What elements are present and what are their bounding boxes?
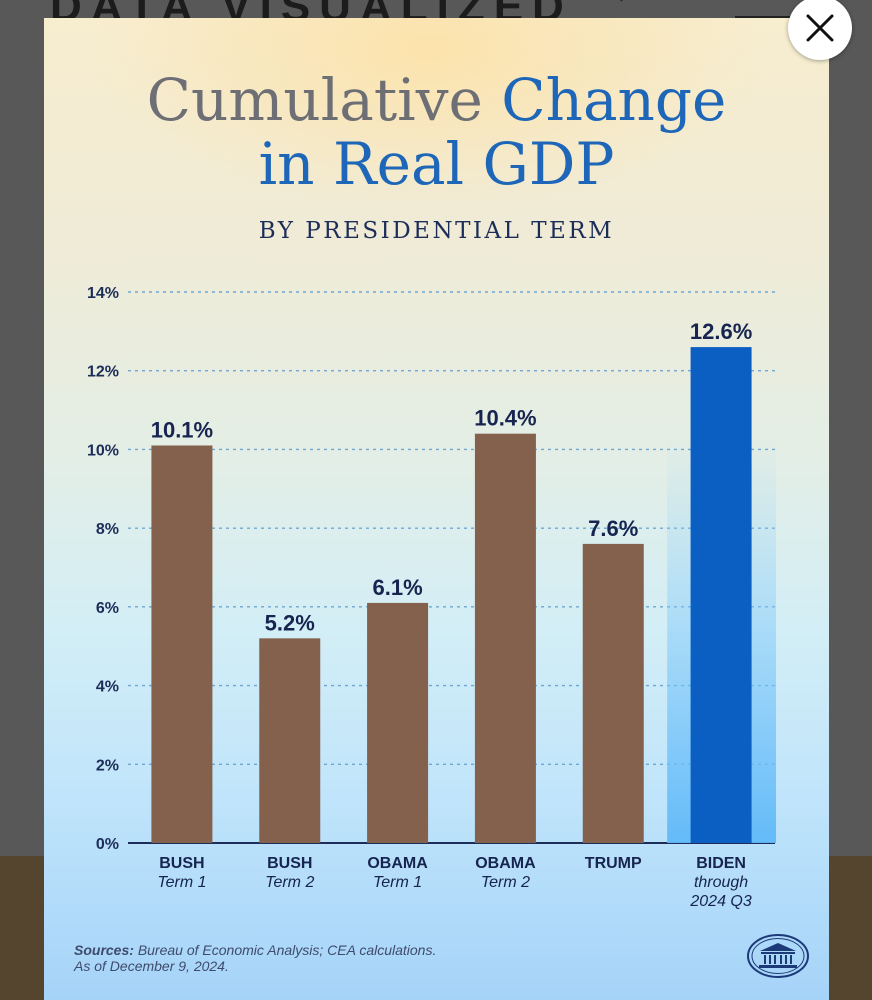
- chart-title: Cumulative Change in Real GDP: [44, 68, 829, 196]
- x-tick-sublabel: Term 2: [481, 874, 530, 891]
- x-tick-label: BUSH: [267, 855, 312, 872]
- infographic-card: Cumulative Change in Real GDP BY PRESIDE…: [44, 18, 829, 1000]
- bar: [690, 347, 752, 843]
- chart-title-word: Cumulative: [146, 66, 483, 134]
- close-button[interactable]: [788, 0, 852, 60]
- bar-chart: 0% 2% 4% 6% 8% 10% 12% 14% 10.1% BUSH Term 1 5.2% B…: [87, 285, 776, 910]
- as-of-date: As of December 9, 2024.: [74, 958, 229, 974]
- y-tick-label: 6%: [96, 600, 119, 617]
- y-tick-label: 4%: [96, 679, 119, 696]
- y-tick-label: 8%: [96, 521, 119, 538]
- data-label: 10.1%: [151, 417, 213, 442]
- sources-text: Bureau of Economic Analysis; CEA calcula…: [137, 942, 437, 958]
- bar: [259, 638, 321, 843]
- bar: [474, 433, 536, 843]
- y-tick-label: 10%: [87, 442, 119, 459]
- y-tick-label: 2%: [96, 757, 119, 774]
- data-label: 10.4%: [474, 406, 536, 431]
- data-label: 5.2%: [265, 610, 315, 635]
- x-tick-sublabel: Term 1: [373, 874, 422, 891]
- x-tick-sublabel: through: [694, 874, 748, 891]
- data-label: 12.6%: [690, 319, 752, 344]
- bar: [367, 602, 429, 843]
- chart-title-word: Change: [501, 66, 727, 134]
- x-tick-label: OBAMA: [475, 855, 536, 872]
- x-tick-sublabel: Term 1: [157, 874, 206, 891]
- x-tick-label: OBAMA: [367, 855, 428, 872]
- chart-title-line: in Real GDP: [258, 130, 615, 198]
- data-label: 6.1%: [373, 575, 423, 600]
- chart-subtitle: BY PRESIDENTIAL TERM: [258, 218, 615, 244]
- bar: [151, 445, 213, 843]
- y-tick-label: 0%: [96, 836, 119, 853]
- bar: [582, 543, 644, 843]
- background-decoration: [735, 16, 795, 18]
- sources-note: Sources: Bureau of Economic Analysis; CE…: [74, 942, 436, 974]
- close-icon: [806, 14, 834, 42]
- data-label: 7.6%: [588, 516, 638, 541]
- x-tick-sublabel: Term 2: [265, 874, 314, 891]
- x-tick-sublabel: 2024 Q3: [689, 893, 751, 910]
- white-house-seal-icon: [747, 934, 809, 978]
- y-tick-label: 14%: [87, 285, 119, 302]
- sources-label: Sources:: [74, 942, 134, 958]
- y-tick-label: 12%: [87, 364, 119, 381]
- x-tick-label: TRUMP: [585, 855, 642, 872]
- x-tick-label: BIDEN: [696, 855, 746, 872]
- x-tick-label: BUSH: [159, 855, 204, 872]
